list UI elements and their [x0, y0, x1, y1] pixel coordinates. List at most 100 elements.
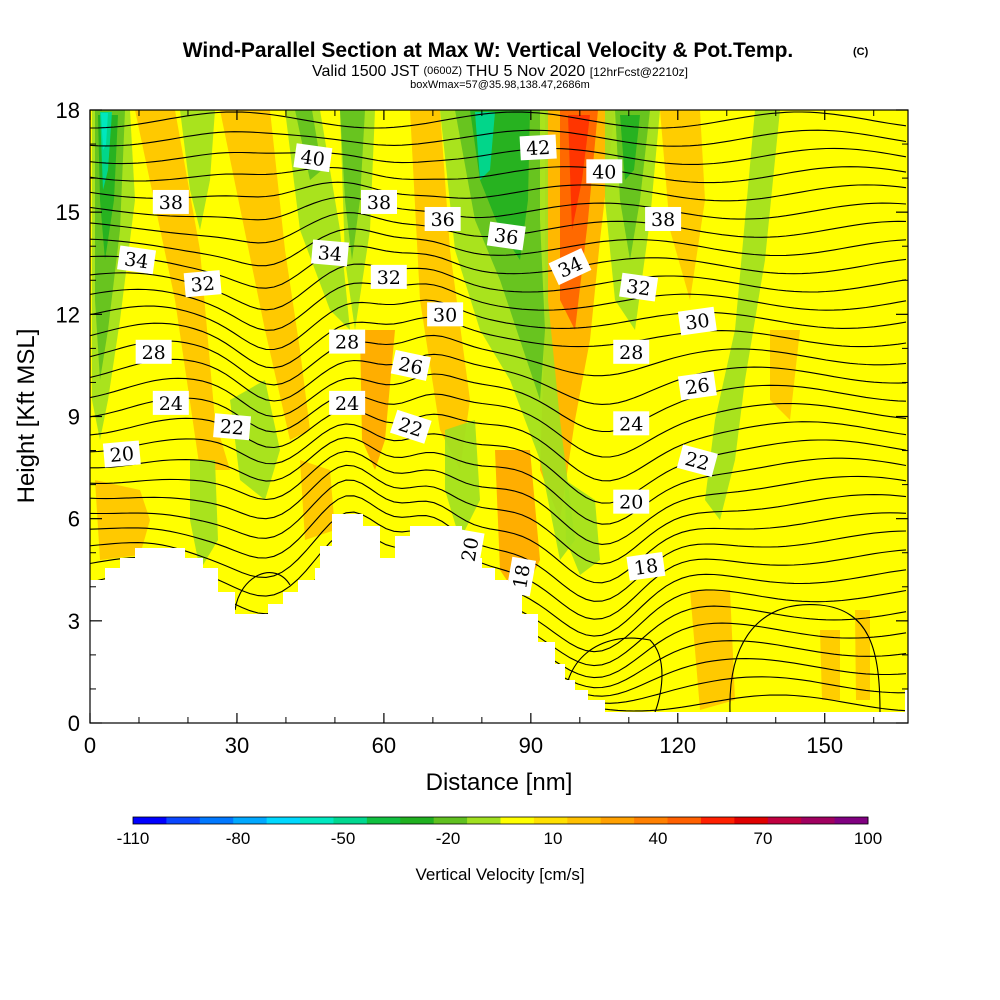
negative-band-light: [180, 110, 215, 230]
colorbar-tick-label: 10: [544, 829, 563, 848]
theta-contour-line: [90, 228, 907, 267]
contour-label-box: [117, 245, 157, 275]
positive-band-orange: [220, 110, 310, 440]
colorbar-segment: [199, 817, 234, 824]
contour-label-box: [519, 134, 557, 161]
theta-contour-line: [90, 166, 907, 184]
colorbar-segment: [300, 817, 334, 824]
contour-label-text: 26: [397, 353, 425, 380]
positive-band-orange: [770, 330, 800, 420]
lower-orange-patch: [95, 480, 150, 560]
theta-contour-line: [90, 111, 907, 129]
chart-title: Wind-Parallel Section at Max W: Vertical…: [183, 39, 794, 62]
colorbar-tick-label: -110: [117, 829, 150, 848]
y-tick-label: 18: [56, 98, 80, 123]
velocity-field: [92, 110, 870, 710]
contour-label-text: 28: [142, 342, 166, 364]
contour-label: 38: [645, 206, 682, 231]
theta-contour-line: [90, 511, 907, 620]
contour-label: 18: [506, 556, 536, 597]
contour-label: 26: [677, 371, 717, 401]
contour-label-box: [506, 556, 536, 597]
contour-label-box: [486, 221, 526, 251]
x-tick-label: 0: [84, 733, 96, 758]
negative-band-mid: [340, 110, 365, 260]
positive-band-red: [568, 115, 590, 230]
terrain: [90, 514, 908, 723]
contour-label-box: [548, 248, 592, 286]
contour-label-box: [613, 411, 650, 436]
contour-label-box: [390, 409, 432, 444]
contour-label-text: 18: [633, 555, 660, 580]
negative-band-dark: [620, 115, 640, 180]
contour-label-text: 26: [684, 374, 711, 399]
x-tick-label: 90: [519, 733, 543, 758]
contour-label-text: 36: [431, 209, 455, 231]
contour-label: 22: [390, 409, 432, 444]
theta-contour-line: [90, 479, 907, 584]
contour-label-text: 24: [159, 393, 183, 415]
contour-label-text: 30: [684, 310, 711, 335]
y-tick-label: 0: [68, 711, 80, 736]
theta-contour-line: [90, 393, 907, 458]
contour-label: 24: [613, 411, 650, 436]
contour-label-box: [135, 339, 172, 364]
theta-contour-line: [90, 181, 907, 202]
contour-label-box: [293, 143, 333, 173]
y-tick-label: 12: [56, 302, 80, 327]
positive-band-orange: [410, 110, 470, 470]
theta-contour-line: [564, 637, 663, 713]
contour-label-text: 18: [509, 563, 535, 591]
contour-label-text: 36: [493, 224, 520, 249]
contour-label-box: [311, 239, 349, 267]
contour-label-text: 22: [219, 416, 245, 440]
contour-label-text: 38: [367, 192, 391, 214]
contour-label-box: [390, 349, 431, 381]
colorbar-tick-label: 40: [649, 829, 668, 848]
contour-label-text: 30: [433, 304, 457, 326]
contour-label: 22: [213, 413, 252, 441]
contour-label-text: 32: [625, 276, 652, 301]
colorbar-tick-label: -50: [331, 829, 356, 848]
contour-label-box: [427, 302, 464, 327]
contour-label: 38: [152, 189, 189, 214]
contour-label: 32: [183, 270, 222, 298]
theta-contour-line: [90, 299, 907, 351]
contour-label-text: 34: [317, 242, 343, 266]
theta-contour-line: [90, 437, 907, 525]
theta-contour-line: [90, 196, 907, 221]
contour-label-box: [152, 189, 189, 214]
contour-label-text: 40: [592, 161, 616, 183]
contour-label-text: 20: [458, 536, 484, 564]
y-tick-label: 6: [68, 507, 80, 532]
x-tick-label: 150: [806, 733, 843, 758]
contour-label: 38: [360, 189, 397, 214]
colorbar-tick-label: -20: [436, 829, 461, 848]
colorbar-segment: [600, 817, 635, 824]
contour-label-box: [626, 551, 666, 581]
subtitle-utc: (0600Z): [423, 65, 462, 77]
negative-band-light: [440, 110, 575, 560]
contour-label: 26: [390, 349, 431, 381]
theta-contour-line: [90, 495, 907, 602]
contour-label: 28: [329, 329, 366, 354]
contour-label-box: [619, 272, 659, 302]
colorbar-segment: [700, 817, 735, 824]
x-tick-label: 60: [372, 733, 396, 758]
colorbar-segment: [333, 817, 368, 824]
subtitle-forecast: [12hrFcst@2210z]: [590, 65, 688, 79]
colorbar-segment: [834, 817, 869, 824]
contour-label: 30: [677, 306, 717, 336]
colorbar-segment: [767, 817, 802, 824]
contour-label-box: [213, 413, 252, 441]
theta-contour-line: [90, 147, 907, 165]
x-tick-label: 30: [225, 733, 249, 758]
x-tick-label: 120: [659, 733, 696, 758]
contour-label: 20: [613, 489, 650, 514]
colorbar-segment: [567, 817, 602, 824]
contour-label: 34: [311, 239, 349, 267]
colorbar-segment: [500, 817, 535, 824]
contour-label-box: [645, 206, 682, 231]
contour-label-text: 34: [123, 248, 150, 273]
y-tick-label: 15: [56, 200, 80, 225]
